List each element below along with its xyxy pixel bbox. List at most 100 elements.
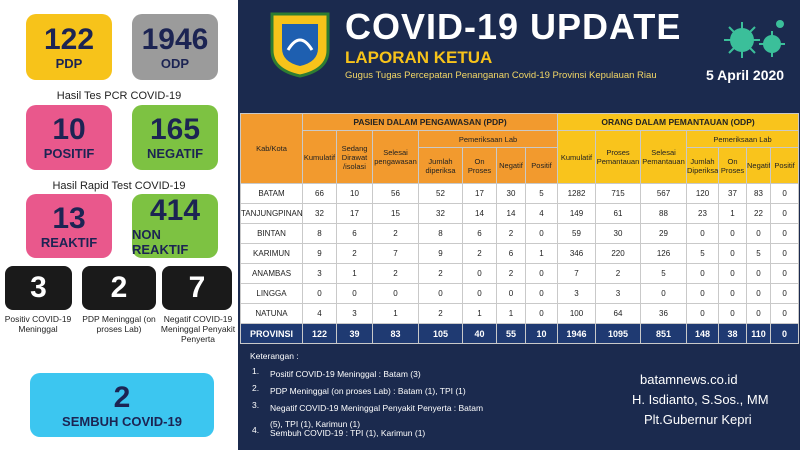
value-cell: 122 bbox=[302, 323, 337, 344]
table-row: PROVINSI 122 39 83 105 40 55 10 1946 1095 851 148 38… bbox=[240, 323, 800, 344]
death-label: Positiv COVID-19 Meninggal bbox=[4, 314, 72, 334]
value-cell: 105 bbox=[418, 323, 463, 344]
value-cell: 83 bbox=[746, 183, 771, 204]
nonreactive-tile: 414 NON REAKTIF bbox=[132, 194, 218, 258]
table-row: BATAM 66 10 56 52 17 30 5 1282 715 567 120 37 83 0 bbox=[240, 183, 800, 204]
value-cell: 1 bbox=[372, 303, 419, 324]
value-cell: 0 bbox=[686, 263, 719, 284]
header-row: Kumulatif Sedang Dirawat /isolasi Selesai … bbox=[241, 130, 800, 184]
value-cell: 5 bbox=[686, 243, 719, 264]
value-cell: 64 bbox=[595, 303, 641, 324]
value-cell: 0 bbox=[769, 303, 800, 324]
value-cell: 55 bbox=[496, 323, 526, 344]
value-cell: 10 bbox=[525, 323, 558, 344]
value-cell: 5 bbox=[640, 263, 687, 284]
value-cell: 0 bbox=[718, 283, 747, 304]
value-cell: 0 bbox=[769, 223, 800, 244]
value-cell: 23 bbox=[686, 203, 719, 224]
recovered-label: SEMBUH COVID-19 bbox=[62, 413, 182, 429]
value-cell: 1 bbox=[496, 303, 526, 324]
odp-value: 1946 bbox=[141, 22, 209, 56]
lab-header: Pemeriksaan Lab bbox=[418, 130, 558, 148]
region-cell: KARIMUN bbox=[240, 243, 303, 264]
header-date: 5 April 2020 bbox=[706, 67, 785, 83]
value-cell: 0 bbox=[525, 223, 558, 244]
value-cell: 37 bbox=[718, 183, 747, 204]
column-header: On Proses bbox=[462, 147, 497, 184]
value-cell: 1 bbox=[462, 303, 497, 324]
value-cell: 10 bbox=[336, 183, 373, 204]
value-cell: 0 bbox=[686, 303, 719, 324]
negative-label: NEGATIF bbox=[146, 146, 204, 161]
value-cell: 1 bbox=[718, 203, 747, 224]
value-cell: 0 bbox=[718, 223, 747, 244]
recovered-value: 2 bbox=[113, 380, 131, 414]
death-label: Negatif COVID-19 Meninggal Penyakit Peny… bbox=[160, 314, 236, 344]
value-cell: 0 bbox=[769, 283, 800, 304]
value-cell: 8 bbox=[418, 223, 463, 244]
value-cell: 2 bbox=[418, 263, 463, 284]
column-header: Negatif bbox=[746, 147, 771, 184]
value-cell: 0 bbox=[769, 323, 800, 344]
region-cell: BINTAN bbox=[240, 223, 303, 244]
header-caption: Gugus Tugas Percepatan Penanganan Covid-… bbox=[345, 70, 657, 81]
nonreactive-value: 414 bbox=[149, 194, 201, 227]
value-cell: 2 bbox=[595, 263, 641, 284]
value-cell: 0 bbox=[462, 283, 497, 304]
column-header: Positif bbox=[769, 147, 800, 184]
region-cell: BATAM bbox=[240, 183, 303, 204]
value-cell: 0 bbox=[302, 283, 337, 304]
value-cell: 220 bbox=[595, 243, 641, 264]
value-cell: 2 bbox=[496, 223, 526, 244]
signatory-name: H. Isdianto, S.Sos., MM bbox=[632, 392, 769, 407]
value-cell: 0 bbox=[718, 243, 747, 264]
column-header: Selesai pengawasan bbox=[372, 130, 419, 184]
value-cell: 0 bbox=[769, 183, 800, 204]
value-cell: 0 bbox=[525, 263, 558, 284]
value-cell: 110 bbox=[746, 323, 771, 344]
region-cell: NATUNA bbox=[240, 303, 303, 324]
value-cell: 0 bbox=[746, 303, 771, 324]
value-cell: 1946 bbox=[557, 323, 596, 344]
value-cell: 0 bbox=[525, 283, 558, 304]
value-cell: 0 bbox=[746, 283, 771, 304]
pdp-value: 122 bbox=[43, 22, 95, 56]
value-cell: 0 bbox=[769, 243, 800, 264]
value-cell: 0 bbox=[686, 283, 719, 304]
header-cell: Kab/Kota bbox=[240, 113, 303, 184]
signatory-position: Plt.Gubernur Kepri bbox=[644, 412, 752, 427]
value-cell: 17 bbox=[462, 183, 497, 204]
nonreactive-label: NON REAKTIF bbox=[132, 227, 189, 257]
value-cell: 2 bbox=[462, 243, 497, 264]
negative-value: 165 bbox=[149, 113, 201, 146]
value-cell: 3 bbox=[302, 263, 337, 284]
value-cell: 0 bbox=[640, 283, 687, 304]
header-subtitle: LAPORAN KETUA bbox=[345, 48, 493, 67]
value-cell: 567 bbox=[640, 183, 687, 204]
logo bbox=[270, 12, 330, 78]
value-cell: 0 bbox=[418, 283, 463, 304]
column-header: Jumlah diperiksa bbox=[418, 147, 463, 184]
value-cell: 36 bbox=[640, 303, 687, 324]
table-row: KARIMUN 9 2 7 9 2 6 1 346 220 126 5 0 5 0 bbox=[240, 243, 800, 264]
column-header: Selesai Pemantauan bbox=[640, 130, 687, 184]
value-cell: 39 bbox=[336, 323, 373, 344]
lab-header: Pemeriksaan Lab bbox=[685, 130, 800, 148]
column-header: Proses Pemantauan bbox=[595, 130, 641, 184]
value-cell: 1282 bbox=[557, 183, 596, 204]
value-cell: 7 bbox=[557, 263, 596, 284]
column-header: Negatif bbox=[496, 147, 526, 184]
note-number: 4. bbox=[252, 425, 260, 435]
value-cell: 59 bbox=[557, 223, 596, 244]
value-cell: 14 bbox=[496, 203, 526, 224]
table-row: TANJUNGPINANG 32 17 15 32 14 14 4 149 61 88 23 1 22 0 bbox=[240, 203, 800, 224]
death-tile: 2 bbox=[82, 266, 156, 310]
odp-label: ODP bbox=[160, 55, 190, 71]
column-header: Kumulatif bbox=[557, 130, 596, 184]
positive-value: 10 bbox=[52, 113, 86, 146]
table-row: ANAMBAS 3 1 2 2 0 2 0 7 2 5 0 0 0 0 bbox=[240, 263, 800, 284]
negative-tile: 165 NEGATIF bbox=[132, 105, 218, 170]
pcr-title: Hasil Tes PCR COVID-19 bbox=[56, 90, 182, 102]
header-row: Jumlah diperiksa On Proses Negatif Positif J… bbox=[241, 147, 800, 184]
